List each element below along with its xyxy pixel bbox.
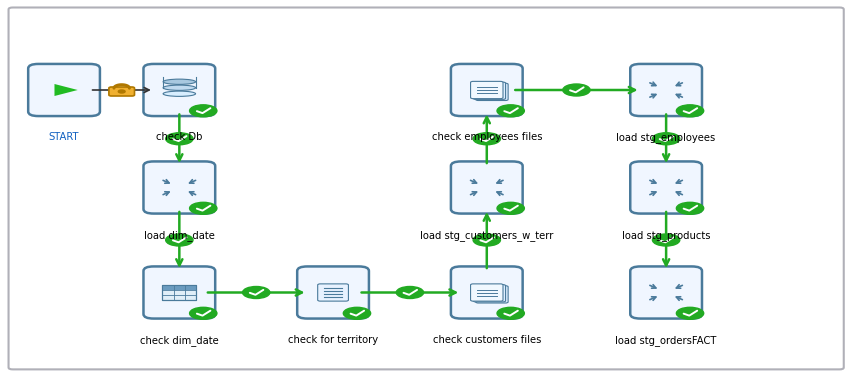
Circle shape	[676, 202, 703, 214]
Circle shape	[473, 133, 500, 145]
FancyBboxPatch shape	[9, 8, 843, 369]
FancyBboxPatch shape	[475, 286, 508, 303]
Circle shape	[118, 90, 125, 93]
Circle shape	[343, 308, 370, 320]
Circle shape	[473, 234, 500, 246]
FancyBboxPatch shape	[28, 64, 100, 116]
Circle shape	[496, 105, 524, 117]
Circle shape	[242, 286, 270, 298]
FancyBboxPatch shape	[317, 284, 348, 301]
Text: load stg_ordersFACT: load stg_ordersFACT	[615, 334, 716, 346]
FancyBboxPatch shape	[475, 83, 508, 100]
Text: check employees files: check employees files	[431, 132, 542, 142]
Ellipse shape	[163, 91, 195, 96]
Circle shape	[189, 202, 217, 214]
Text: check for territory: check for territory	[287, 334, 378, 345]
Circle shape	[562, 84, 589, 96]
FancyBboxPatch shape	[630, 64, 701, 116]
Text: check Db: check Db	[156, 132, 202, 142]
Circle shape	[676, 105, 703, 117]
FancyBboxPatch shape	[143, 64, 215, 116]
Text: load dim_date: load dim_date	[144, 230, 214, 241]
Circle shape	[652, 234, 679, 246]
FancyBboxPatch shape	[450, 266, 522, 319]
Text: load stg_customers_w_terr: load stg_customers_w_terr	[420, 230, 553, 241]
FancyBboxPatch shape	[162, 285, 196, 290]
FancyBboxPatch shape	[297, 266, 368, 319]
Circle shape	[165, 234, 193, 246]
Circle shape	[652, 133, 679, 145]
Text: load stg_employees: load stg_employees	[616, 132, 715, 143]
FancyBboxPatch shape	[450, 64, 522, 116]
Circle shape	[496, 308, 524, 320]
FancyBboxPatch shape	[473, 285, 505, 302]
Text: check customers files: check customers files	[432, 334, 540, 345]
Polygon shape	[55, 84, 78, 96]
Circle shape	[189, 308, 217, 320]
Text: load stg_products: load stg_products	[621, 230, 710, 241]
Text: check dim_date: check dim_date	[140, 334, 218, 346]
Circle shape	[189, 105, 217, 117]
Text: START: START	[49, 132, 79, 142]
FancyBboxPatch shape	[143, 161, 215, 214]
Circle shape	[165, 133, 193, 145]
Ellipse shape	[163, 85, 195, 90]
FancyBboxPatch shape	[630, 266, 701, 319]
Ellipse shape	[163, 79, 195, 84]
FancyBboxPatch shape	[143, 266, 215, 319]
FancyBboxPatch shape	[470, 81, 502, 99]
FancyBboxPatch shape	[630, 161, 701, 214]
FancyBboxPatch shape	[450, 161, 522, 214]
FancyBboxPatch shape	[108, 87, 135, 96]
Circle shape	[396, 286, 423, 298]
Circle shape	[496, 202, 524, 214]
FancyBboxPatch shape	[473, 82, 505, 99]
FancyBboxPatch shape	[162, 285, 196, 300]
Circle shape	[676, 308, 703, 320]
FancyBboxPatch shape	[470, 284, 502, 301]
